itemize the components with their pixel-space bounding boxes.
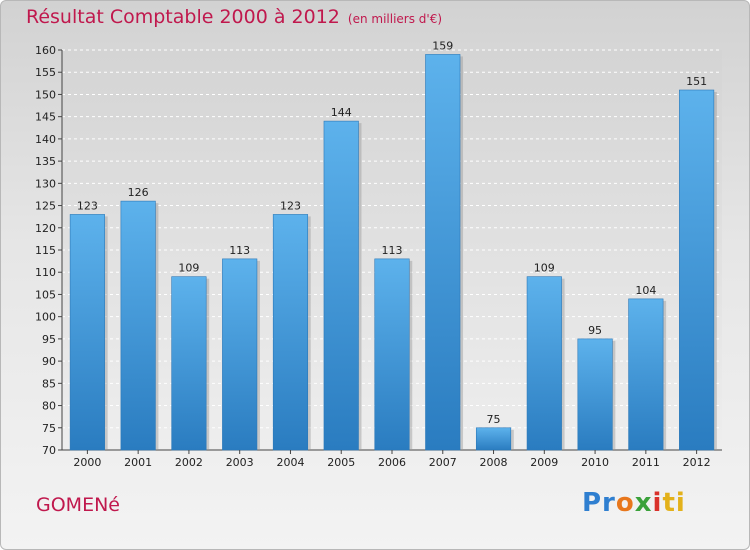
x-tick-label: 2011 [632,456,660,469]
bar [120,200,156,451]
bar [272,214,309,451]
commune-name: GOMENé [36,494,120,516]
bar-value-label: 126 [128,186,149,199]
bar [526,276,562,451]
y-tick-label: 100 [35,311,56,324]
logo-part: ti [662,488,686,518]
y-tick-label: 140 [35,133,56,146]
x-tick-label: 2010 [581,456,609,469]
bar [425,54,461,451]
bar [323,120,359,451]
y-tick-label: 80 [42,400,56,413]
x-tick-label: 2000 [73,456,101,469]
bar-value-label: 151 [686,75,707,88]
bar [475,427,512,451]
logo-part: x [634,488,653,518]
bar [171,276,207,451]
y-tick-label: 95 [42,333,56,346]
bar [628,298,664,451]
logo-part: o [615,488,635,518]
logo-part: i [652,488,663,518]
bar [374,258,410,451]
bar [69,214,105,451]
chart-subtitle: (en milliers d'€) [347,12,443,26]
bar-value-label: 109 [534,262,555,275]
x-tick-label: 2005 [327,456,355,469]
y-tick-label: 70 [42,444,56,457]
y-tick-label: 150 [35,88,56,101]
x-tick-label: 2006 [378,456,406,469]
chart-title-text: Résultat Comptable 2000 à 2012 [26,6,340,28]
bar [222,258,258,451]
y-tick-label: 85 [42,377,56,390]
y-tick-label: 125 [35,200,56,213]
y-tick-label: 120 [35,222,56,235]
bar [679,89,715,451]
y-tick-label: 90 [42,355,56,368]
y-tick-label: 145 [35,111,56,124]
bar-value-label: 144 [331,106,352,119]
proxiti-logo: Proxiti [582,488,686,518]
x-tick-label: 2009 [530,456,558,469]
y-tick-label: 105 [35,288,56,301]
bar-value-label: 113 [229,244,250,257]
y-tick-label: 135 [35,155,56,168]
bar-value-label: 159 [432,39,453,52]
bar-value-label: 123 [77,199,98,212]
x-tick-label: 2008 [480,456,508,469]
y-tick-label: 115 [35,244,56,257]
x-tick-label: 2002 [175,456,203,469]
y-tick-label: 110 [35,266,56,279]
x-tick-label: 2001 [124,456,152,469]
x-tick-label: 2004 [276,456,304,469]
bar-value-label: 109 [178,262,199,275]
bar-value-label: 113 [382,244,403,257]
y-tick-label: 155 [35,66,56,79]
x-tick-label: 2007 [429,456,457,469]
logo-part: Pr [582,488,616,518]
x-tick-label: 2012 [683,456,711,469]
y-tick-label: 75 [42,422,56,435]
y-tick-label: 130 [35,177,56,190]
bar-value-label: 104 [635,284,656,297]
bar-value-label: 75 [487,413,501,426]
chart-title: Résultat Comptable 2000 à 2012 (en millie… [26,6,442,28]
y-tick-label: 160 [35,44,56,57]
bar-value-label: 123 [280,199,301,212]
bar [577,338,613,451]
bar-value-label: 95 [588,324,602,337]
x-tick-label: 2003 [226,456,254,469]
